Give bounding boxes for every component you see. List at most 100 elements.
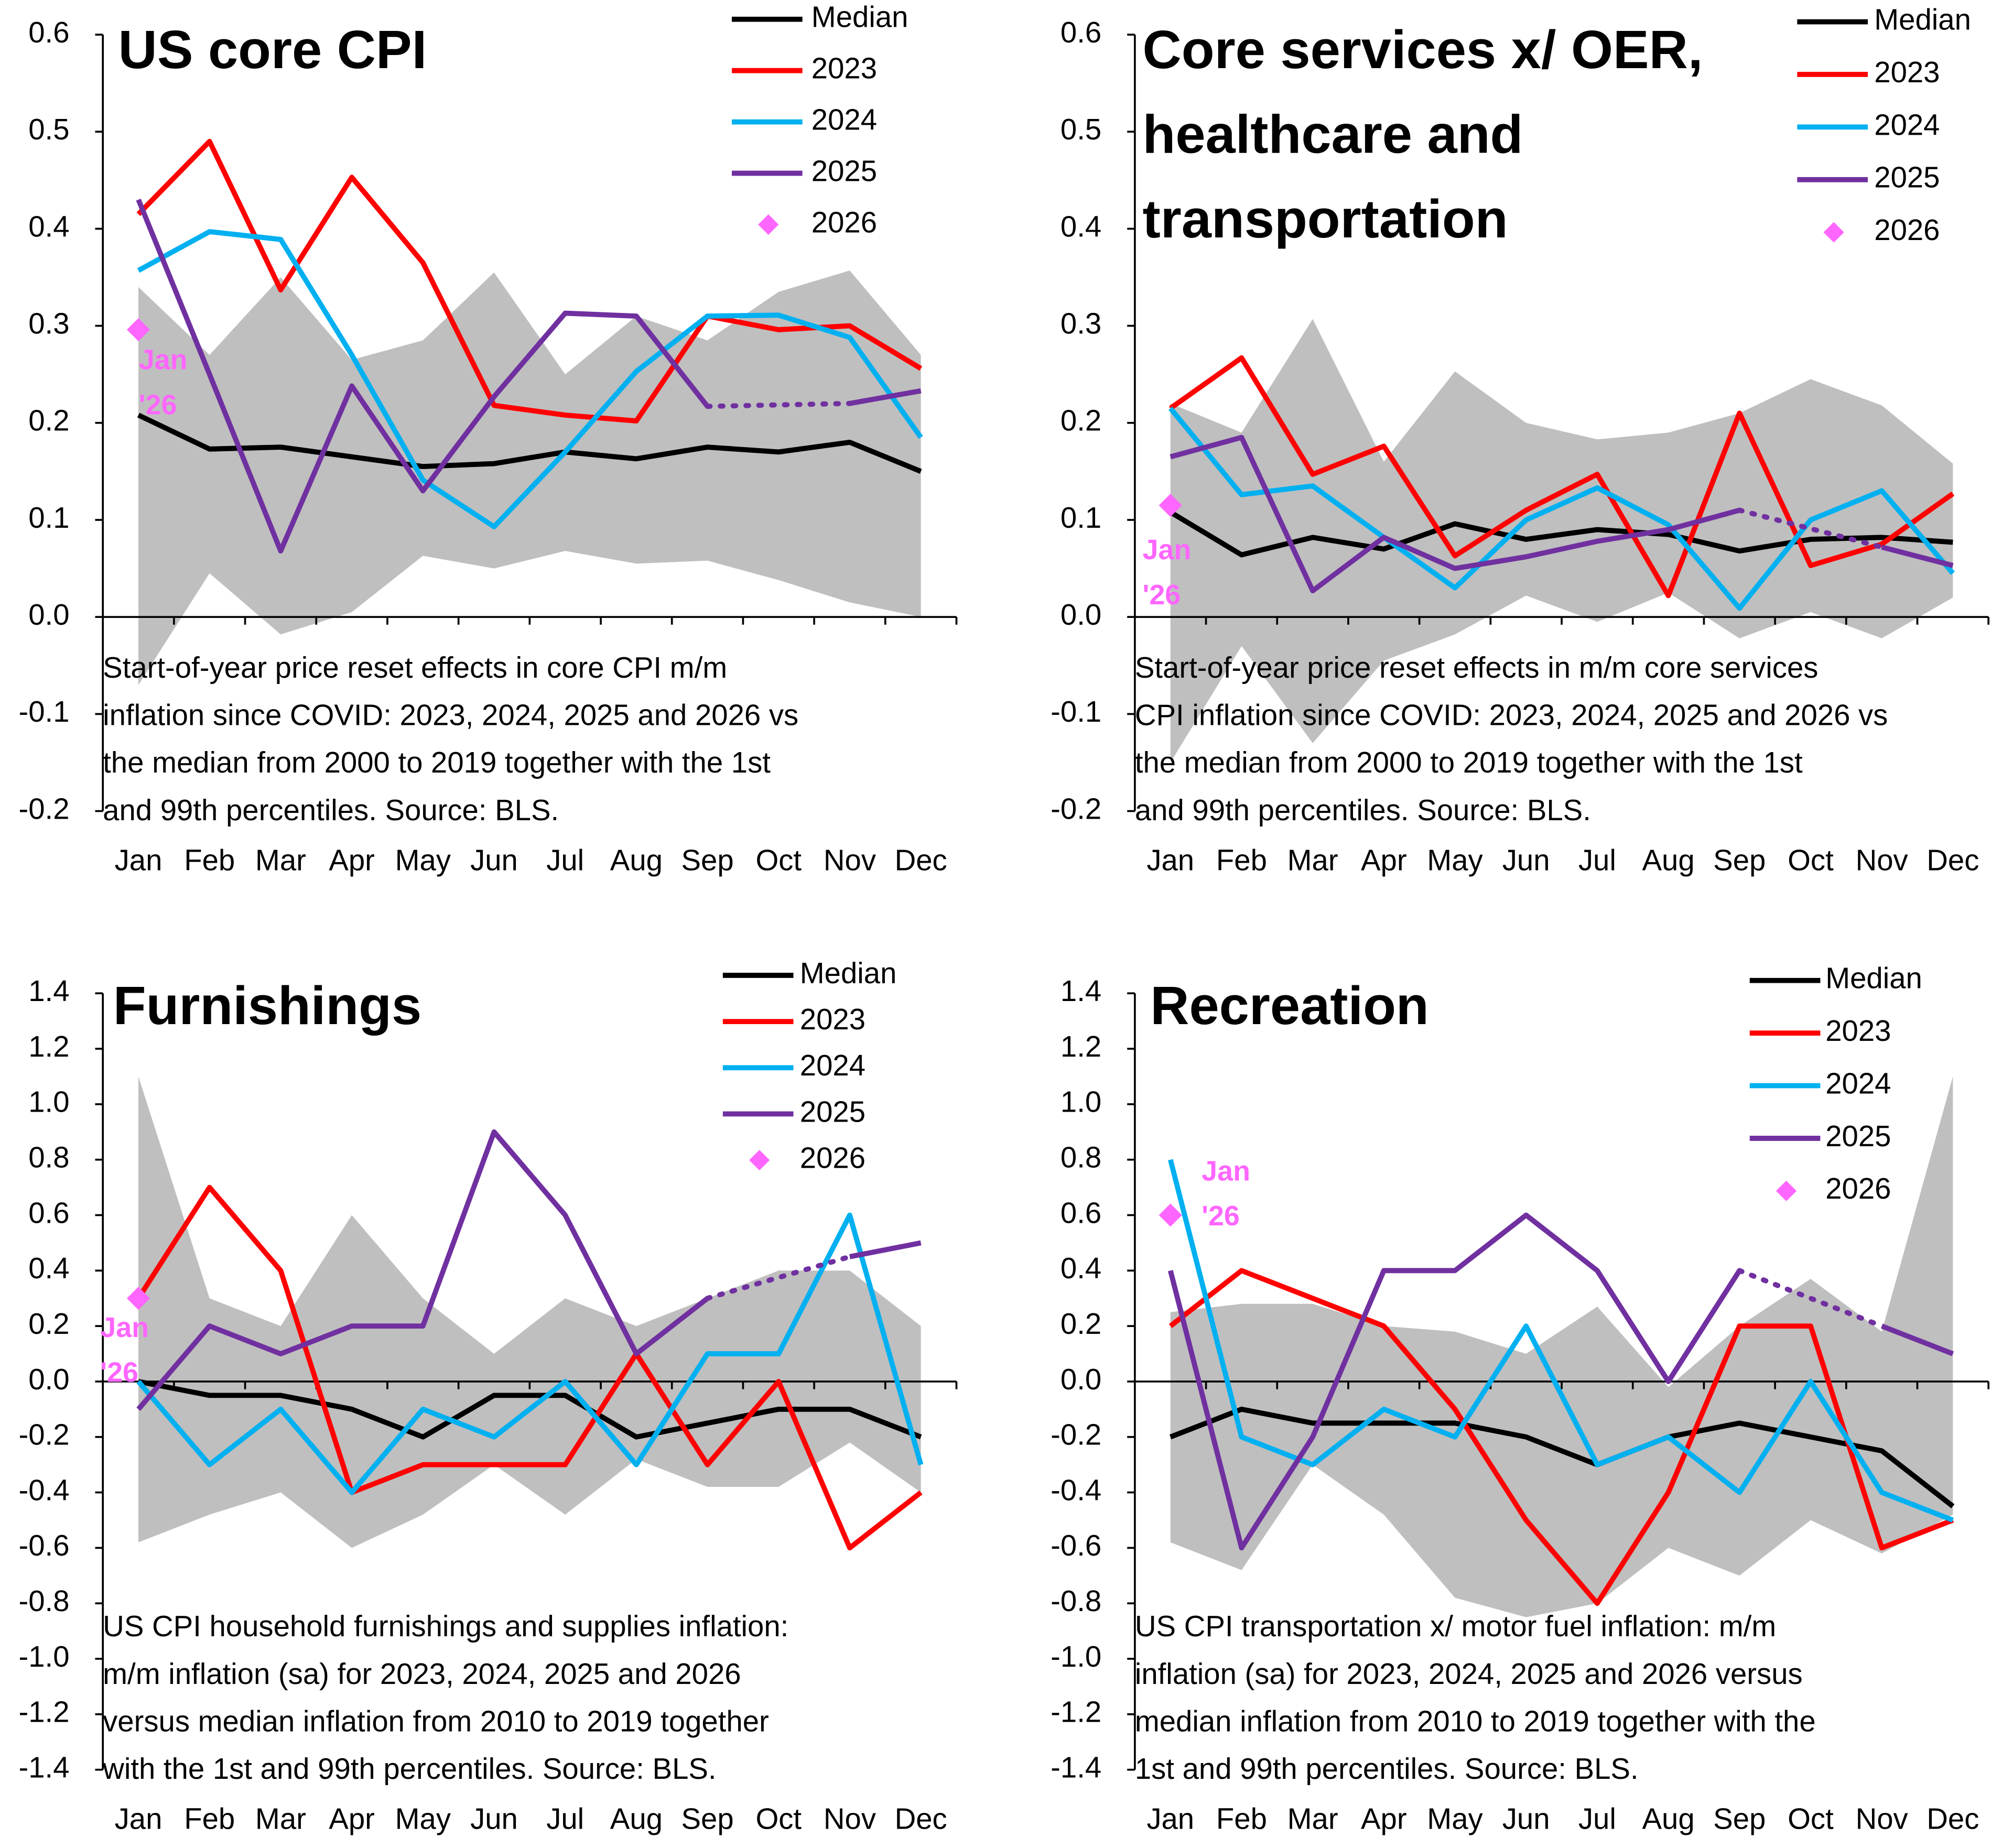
y-tick-label: -0.6 bbox=[18, 1529, 69, 1562]
y-tick-label: 1.2 bbox=[28, 1030, 69, 1063]
footnote: and 99th percentiles. Source: BLS. bbox=[1135, 793, 1591, 827]
x-tick-label: Jun bbox=[1502, 1802, 1550, 1835]
legend-label: Median bbox=[800, 956, 897, 990]
y-tick-label: 0.4 bbox=[1060, 210, 1101, 243]
y-tick-label: 1.0 bbox=[28, 1085, 69, 1118]
x-tick-label: Nov bbox=[1856, 1802, 1908, 1835]
y-tick-label: -0.2 bbox=[18, 1418, 69, 1451]
panel: -0.2 -0.1 0.0 0.1 0.2 0.3 0.4 0.5 0.6 Jan Feb Mar Ap… bbox=[1051, 3, 1990, 876]
y-tick-label: 0.0 bbox=[28, 1363, 69, 1396]
y-tick-label: -1.2 bbox=[18, 1695, 69, 1729]
legend-label: Median bbox=[811, 1, 908, 34]
x-tick-label: Feb bbox=[184, 1802, 235, 1835]
legend-label: Median bbox=[1825, 962, 1922, 995]
chart-title: healthcare and bbox=[1143, 104, 1523, 165]
x-tick-label: Apr bbox=[1361, 1802, 1407, 1835]
y-tick-label: 0.8 bbox=[1060, 1141, 1101, 1174]
y-tick-label: 0.4 bbox=[28, 1252, 69, 1285]
y-tick-label: -0.6 bbox=[1051, 1529, 1101, 1562]
point-2026 bbox=[1159, 494, 1182, 517]
legend-label: 2025 bbox=[800, 1095, 865, 1128]
point-2026 bbox=[126, 1287, 150, 1310]
chart-title: transportation bbox=[1143, 189, 1508, 249]
legend-label: 2026 bbox=[1874, 213, 1940, 246]
annotation: Jan bbox=[100, 1312, 149, 1343]
x-tick-label: Mar bbox=[255, 1802, 306, 1835]
footnote: CPI inflation since COVID: 2023, 2024, 2… bbox=[1135, 699, 1888, 732]
y-tick-label: -0.8 bbox=[18, 1584, 69, 1617]
x-tick-label: Apr bbox=[1361, 843, 1407, 876]
y-tick-label: 0.1 bbox=[1060, 501, 1101, 534]
x-tick-label: Mar bbox=[1287, 1802, 1338, 1835]
y-tick-label: 0.6 bbox=[1060, 1196, 1101, 1229]
x-tick-label: May bbox=[1427, 1802, 1483, 1835]
legend-marker bbox=[1776, 1180, 1797, 1201]
legend-label: 2025 bbox=[811, 154, 877, 187]
series-line bbox=[136, 138, 923, 424]
y-tick-label: 1.0 bbox=[1060, 1085, 1101, 1118]
legend-marker bbox=[758, 214, 779, 235]
panel: -1.4 -1.2 -1.0 -0.8 -0.6 -0.4 -0.2 0.0 0.2 0.4 0.6… bbox=[1051, 962, 1990, 1835]
y-tick-label: 0.1 bbox=[28, 501, 69, 534]
footnote: US CPI transportation x/ motor fuel infl… bbox=[1135, 1610, 1776, 1643]
point-2026 bbox=[126, 318, 150, 342]
x-tick-label: Feb bbox=[1216, 843, 1267, 876]
percentile-band bbox=[1170, 319, 1953, 763]
annotation: '26 bbox=[1143, 579, 1181, 611]
footnote: median inflation from 2010 to 2019 toget… bbox=[1135, 1704, 1816, 1737]
legend-marker bbox=[1823, 222, 1844, 243]
x-tick-label: Sep bbox=[1713, 1802, 1766, 1835]
y-tick-label: -0.8 bbox=[1051, 1584, 1101, 1617]
x-tick-label: Mar bbox=[1287, 843, 1338, 876]
legend-label: 2024 bbox=[1825, 1067, 1891, 1100]
y-tick-label: 0.5 bbox=[28, 113, 69, 146]
y-tick-label: -0.1 bbox=[1051, 695, 1101, 728]
y-tick-label: 0.0 bbox=[1060, 598, 1101, 631]
panel: -1.4 -1.2 -1.0 -0.8 -0.6 -0.4 -0.2 0.0 0.2 0.4 0.6… bbox=[18, 956, 958, 1835]
annotation: Jan bbox=[139, 344, 188, 376]
chart-title: Furnishings bbox=[113, 975, 421, 1036]
y-tick-label: -1.2 bbox=[1051, 1695, 1101, 1729]
footnote: the median from 2000 to 2019 together wi… bbox=[103, 746, 771, 779]
gap-bridge bbox=[705, 400, 852, 409]
y-tick-label: 0.3 bbox=[1060, 307, 1101, 340]
x-tick-label: Jan bbox=[1146, 1802, 1194, 1835]
footnote: with the 1st and 99th percentiles. Sourc… bbox=[102, 1752, 716, 1785]
chart-title: Core services x/ OER, bbox=[1143, 19, 1703, 80]
point-2026 bbox=[1159, 1203, 1182, 1227]
legend-label: 2023 bbox=[1825, 1014, 1891, 1047]
y-tick-label: -0.2 bbox=[18, 792, 69, 825]
y-tick-label: -1.0 bbox=[18, 1640, 69, 1673]
x-tick-label: May bbox=[1427, 843, 1483, 876]
x-tick-label: Nov bbox=[824, 1802, 876, 1835]
x-tick-label: Nov bbox=[824, 843, 876, 876]
footnote: m/m inflation (sa) for 2023, 2024, 2025 … bbox=[103, 1657, 741, 1690]
footnote: Start-of-year price reset effects in cor… bbox=[103, 651, 727, 684]
x-tick-label: Dec bbox=[1927, 843, 1979, 876]
legend-label: 2026 bbox=[1825, 1172, 1891, 1205]
footnote: inflation (sa) for 2023, 2024, 2025 and … bbox=[1135, 1657, 1803, 1690]
y-tick-label: -0.4 bbox=[18, 1473, 69, 1506]
legend-label: 2024 bbox=[811, 103, 877, 136]
series-line bbox=[137, 229, 923, 529]
x-tick-label: Sep bbox=[1713, 843, 1766, 876]
y-tick-label: -0.2 bbox=[1051, 792, 1101, 825]
series-line bbox=[1168, 406, 1955, 611]
y-tick-label: 0.5 bbox=[1060, 113, 1101, 146]
x-tick-label: Aug bbox=[610, 1802, 663, 1835]
y-tick-label: -0.1 bbox=[18, 695, 69, 728]
footnote: versus median inflation from 2010 to 201… bbox=[103, 1704, 769, 1737]
x-tick-label: Aug bbox=[1642, 1802, 1694, 1835]
legend-label: 2026 bbox=[800, 1141, 865, 1174]
x-tick-label: Apr bbox=[329, 843, 375, 876]
chart-title: Recreation bbox=[1150, 975, 1428, 1036]
legend-label: 2023 bbox=[811, 52, 877, 85]
x-tick-label: Feb bbox=[184, 843, 235, 876]
y-tick-label: 0.6 bbox=[28, 1196, 69, 1229]
series-line bbox=[137, 412, 922, 474]
x-tick-label: Oct bbox=[755, 843, 802, 876]
x-tick-label: Oct bbox=[1788, 1802, 1834, 1835]
y-tick-label: -1.4 bbox=[1051, 1751, 1101, 1784]
